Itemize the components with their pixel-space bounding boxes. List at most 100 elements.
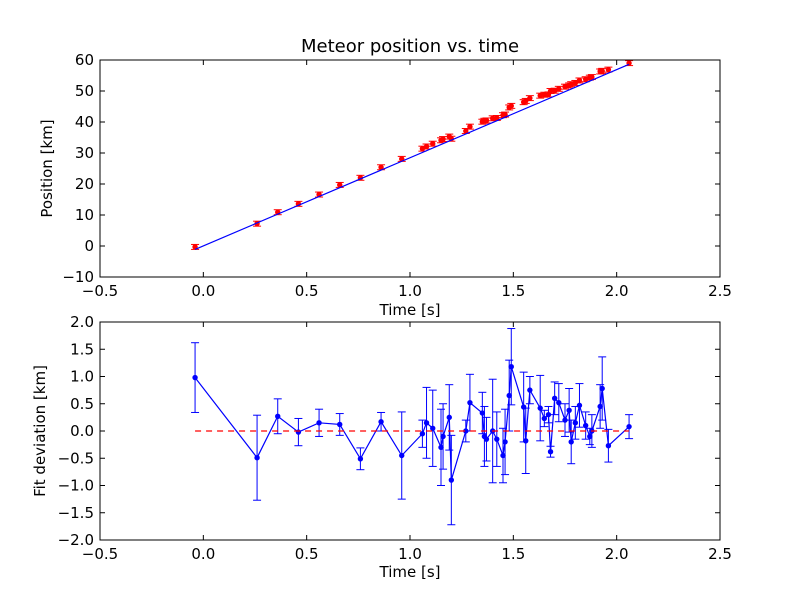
data-point <box>545 411 552 418</box>
position-y-tick-label: 0 <box>84 237 94 255</box>
data-point-group <box>567 419 576 465</box>
data-point-group <box>546 445 555 458</box>
position-plot-area <box>191 60 634 250</box>
data-point-group <box>507 328 516 406</box>
data-point-group <box>625 414 634 440</box>
position-x-tick-label: 2.0 <box>605 282 629 300</box>
data-point <box>502 439 508 445</box>
data-point <box>463 128 469 134</box>
data-point <box>508 103 514 109</box>
data-point <box>430 141 436 147</box>
data-point <box>597 403 603 410</box>
data-point-group <box>565 387 574 433</box>
position-y-tick-label: 60 <box>75 51 94 69</box>
data-point <box>423 143 430 150</box>
data-point <box>500 452 506 459</box>
data-point <box>527 387 533 393</box>
data-point <box>483 436 490 442</box>
data-point-group <box>604 66 613 73</box>
position-x-tick-label: 0.0 <box>191 282 215 300</box>
position-x-tick-label: 1.5 <box>501 282 525 300</box>
deviation-x-tick-label: 2.0 <box>605 545 629 563</box>
position-y-tick-label: 50 <box>75 82 94 100</box>
position-y-tick-label: 20 <box>75 175 94 193</box>
data-point <box>479 410 486 416</box>
deviation-y-tick-label: 1.0 <box>70 368 94 386</box>
data-point-group <box>273 398 282 435</box>
deviation-y-axis-label: Fit deviation [km] <box>31 365 49 497</box>
data-point-group <box>465 373 474 432</box>
data-point-group <box>521 407 530 475</box>
position-x-axis-label: Time [s] <box>379 301 441 319</box>
deviation-y-tick-label: 0.0 <box>70 422 94 440</box>
data-point <box>589 74 595 80</box>
data-point <box>562 417 568 423</box>
data-point-group <box>397 411 406 500</box>
data-point <box>378 419 384 425</box>
data-point <box>527 95 533 101</box>
data-point <box>541 415 548 422</box>
data-point <box>275 413 281 419</box>
data-point-group <box>550 381 559 416</box>
data-point-group <box>587 74 596 81</box>
data-point <box>599 68 605 74</box>
data-point <box>599 385 605 392</box>
position-y-axis-label: Position [km] <box>38 119 56 217</box>
position-panel: Meteor position vs. time −0.5 0.0 0.5 1.0 1.… <box>38 36 732 319</box>
data-point-group <box>501 408 510 476</box>
data-point <box>337 421 343 428</box>
data-point-group <box>356 447 365 471</box>
position-x-tick-label: −0.5 <box>82 282 118 300</box>
data-point-group <box>585 427 594 446</box>
data-point <box>537 405 543 411</box>
data-point-group <box>418 419 427 448</box>
deviation-y-tick-label: 0.5 <box>70 395 94 413</box>
deviation-y-tick-label: −1.5 <box>58 504 94 522</box>
deviation-axis-ticks: −0.5 0.0 0.5 1.0 1.5 2.0 2.5 −2.0 −1.5 −1.0 −0.5 0.… <box>58 313 732 563</box>
deviation-x-tick-label: −0.5 <box>82 545 118 563</box>
deviation-y-tick-label: −2.0 <box>58 531 94 549</box>
data-point-group <box>536 374 545 442</box>
data-point <box>448 477 455 483</box>
data-point <box>316 420 322 426</box>
data-point <box>605 66 612 73</box>
deviation-line <box>194 366 630 481</box>
position-x-tick-label: 2.5 <box>708 282 732 300</box>
position-x-tick-label: 1.0 <box>398 282 422 300</box>
data-point <box>423 420 430 426</box>
position-axes-frame <box>99 59 721 278</box>
data-point <box>399 452 405 459</box>
deviation-panel: −0.5 0.0 0.5 1.0 1.5 2.0 2.5 −2.0 −1.5 −1.0 −0.5 0.… <box>31 313 732 581</box>
data-point <box>556 86 562 92</box>
data-point <box>576 77 583 84</box>
data-point-group <box>253 414 262 501</box>
data-point-group <box>439 403 448 470</box>
chart-title: Meteor position vs. time <box>301 36 519 57</box>
position-x-tick-label: 0.5 <box>295 282 319 300</box>
data-point <box>494 436 500 442</box>
data-point-group <box>335 413 344 436</box>
data-point <box>566 407 572 413</box>
data-point <box>430 425 436 431</box>
data-point-group <box>445 384 454 451</box>
data-point <box>467 123 473 130</box>
data-point-group <box>492 114 501 121</box>
data-point-group <box>596 384 605 429</box>
data-point <box>254 455 260 461</box>
data-point-group <box>575 383 584 428</box>
data-point-group <box>581 411 590 440</box>
data-point <box>192 374 198 381</box>
deviation-x-axis-label: Time [s] <box>379 563 441 581</box>
data-point-group <box>422 386 431 459</box>
data-point-group <box>482 416 491 462</box>
data-point-group <box>598 356 607 421</box>
data-point-group <box>315 408 324 437</box>
data-point <box>357 456 364 462</box>
deviation-y-tick-label: −0.5 <box>58 449 94 467</box>
data-point-group <box>604 428 613 463</box>
data-point-group <box>439 136 448 143</box>
data-point <box>440 433 446 440</box>
deviation-plot-area <box>191 328 634 526</box>
